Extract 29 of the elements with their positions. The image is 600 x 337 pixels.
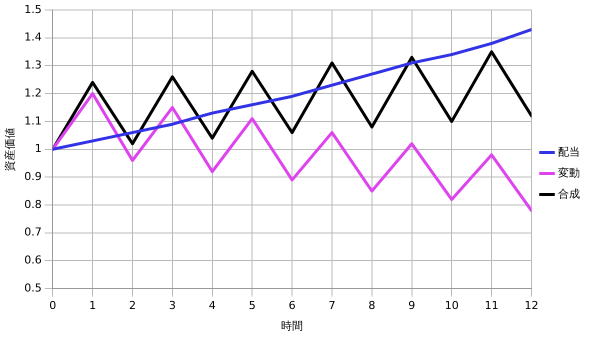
y-tick-label: 1	[34, 142, 42, 156]
x-axis-title: 時間	[281, 319, 304, 332]
y-tick-label: 1.3	[24, 58, 42, 72]
legend-label: 配当	[558, 145, 580, 158]
y-tick-label: 1.5	[24, 2, 42, 16]
y-tick-label: 0.8	[24, 198, 42, 211]
y-tick-label: 1.1	[24, 114, 42, 128]
y-axis-title: 資産価値	[3, 127, 16, 172]
y-tick-label: 1.4	[24, 30, 42, 44]
legend-label: 変動	[558, 166, 580, 180]
x-tick-label: 4	[208, 299, 216, 312]
x-tick-label: 7	[328, 299, 336, 312]
x-tick-label: 9	[408, 299, 416, 312]
y-tick-label: 0.7	[24, 226, 42, 239]
x-tick-label: 6	[288, 299, 296, 312]
y-tick-label: 0.5	[24, 281, 42, 294]
x-tick-label: 0	[49, 299, 56, 312]
x-tick-label: 10	[444, 299, 459, 312]
x-tick-label: 3	[168, 299, 176, 312]
x-tick-label: 1	[89, 299, 96, 312]
x-tick-label: 12	[524, 299, 538, 312]
y-tick-label: 1.2	[24, 86, 42, 100]
x-tick-label: 2	[128, 299, 136, 312]
legend-label: 合成	[558, 187, 580, 200]
x-tick-label: 8	[368, 299, 376, 312]
y-tick-label: 0.6	[24, 254, 42, 267]
x-tick-label: 5	[248, 299, 256, 312]
x-tick-label: 11	[484, 299, 499, 312]
y-tick-label: 0.9	[24, 170, 42, 184]
